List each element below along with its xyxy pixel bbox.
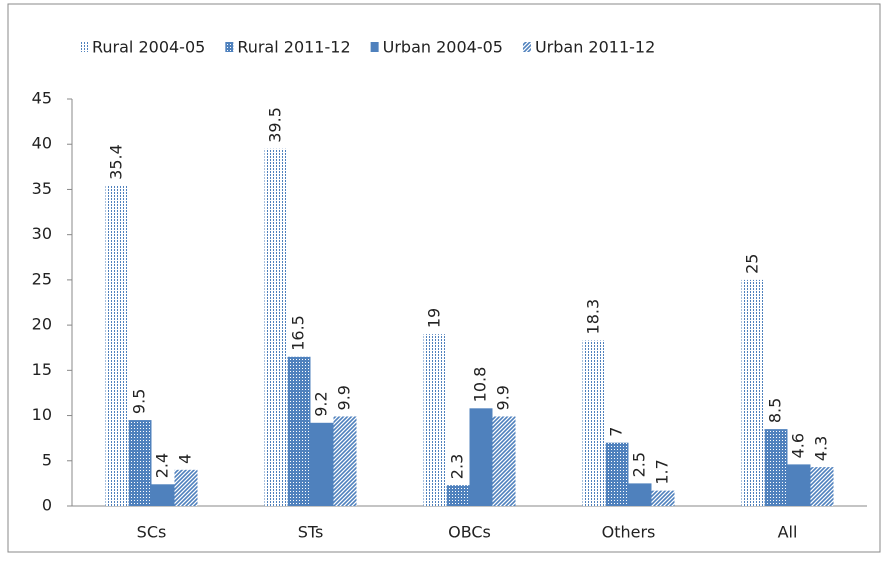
value-label: 2.5 <box>630 452 649 477</box>
y-tick-label: 40 <box>32 134 52 153</box>
value-label: 4.6 <box>789 433 808 458</box>
x-tick-label: STs <box>298 523 324 542</box>
bar <box>605 442 629 506</box>
legend-label: Urban 2011-12 <box>535 38 655 57</box>
y-tick-label: 5 <box>42 450 52 469</box>
bar <box>423 334 447 506</box>
y-tick-label: 10 <box>32 405 52 424</box>
x-tick-label: SCs <box>137 523 167 542</box>
bar <box>492 416 516 506</box>
x-tick-label: Others <box>602 523 656 542</box>
bar <box>651 490 675 506</box>
value-label: 2.3 <box>448 454 467 479</box>
value-label: 9.9 <box>494 385 513 410</box>
bar <box>310 422 334 506</box>
bar <box>105 185 129 506</box>
bar <box>469 408 493 506</box>
legend-label: Rural 2004-05 <box>92 38 205 57</box>
value-label: 10.8 <box>471 367 490 403</box>
legend-label: Rural 2011-12 <box>237 38 350 57</box>
x-tick-label: OBCs <box>448 523 491 542</box>
value-label: 19 <box>425 308 444 328</box>
bar <box>128 420 152 506</box>
chart-frame <box>7 3 881 553</box>
bar <box>764 429 788 506</box>
value-label: 35.4 <box>107 144 126 180</box>
bar <box>264 148 288 506</box>
bar <box>787 464 811 506</box>
value-label: 9.9 <box>335 385 354 410</box>
legend-swatch <box>225 42 234 52</box>
value-label: 2.4 <box>153 453 172 478</box>
y-tick-label: 25 <box>32 269 52 288</box>
y-tick-label: 45 <box>32 89 52 108</box>
bar <box>333 416 357 506</box>
x-tick-label: All <box>778 523 798 542</box>
y-tick-label: 35 <box>32 179 52 198</box>
y-tick-label: 15 <box>32 360 52 379</box>
legend-swatch <box>80 42 88 52</box>
legend-label: Urban 2004-05 <box>383 38 503 57</box>
bar <box>628 483 652 506</box>
value-label: 4.3 <box>812 436 831 461</box>
y-tick-label: 0 <box>42 496 52 515</box>
bar <box>741 279 765 506</box>
value-label: 8.5 <box>766 398 785 423</box>
bar <box>582 340 606 506</box>
y-tick-label: 30 <box>32 224 52 243</box>
value-label: 9.5 <box>130 389 149 414</box>
value-label: 16.5 <box>289 315 308 351</box>
legend-swatch <box>522 42 531 52</box>
value-label: 39.5 <box>266 107 285 143</box>
y-tick-label: 20 <box>32 315 52 334</box>
value-label: 4 <box>176 454 195 464</box>
value-label: 18.3 <box>584 299 603 335</box>
bar <box>446 485 470 506</box>
legend-swatch <box>370 42 379 52</box>
value-label: 9.2 <box>312 391 331 416</box>
bar <box>151 484 175 506</box>
bar <box>287 356 311 506</box>
value-label: 1.7 <box>653 459 672 484</box>
value-label: 7 <box>607 427 626 437</box>
bar <box>174 469 198 506</box>
value-label: 25 <box>743 254 762 274</box>
bar <box>810 467 834 506</box>
